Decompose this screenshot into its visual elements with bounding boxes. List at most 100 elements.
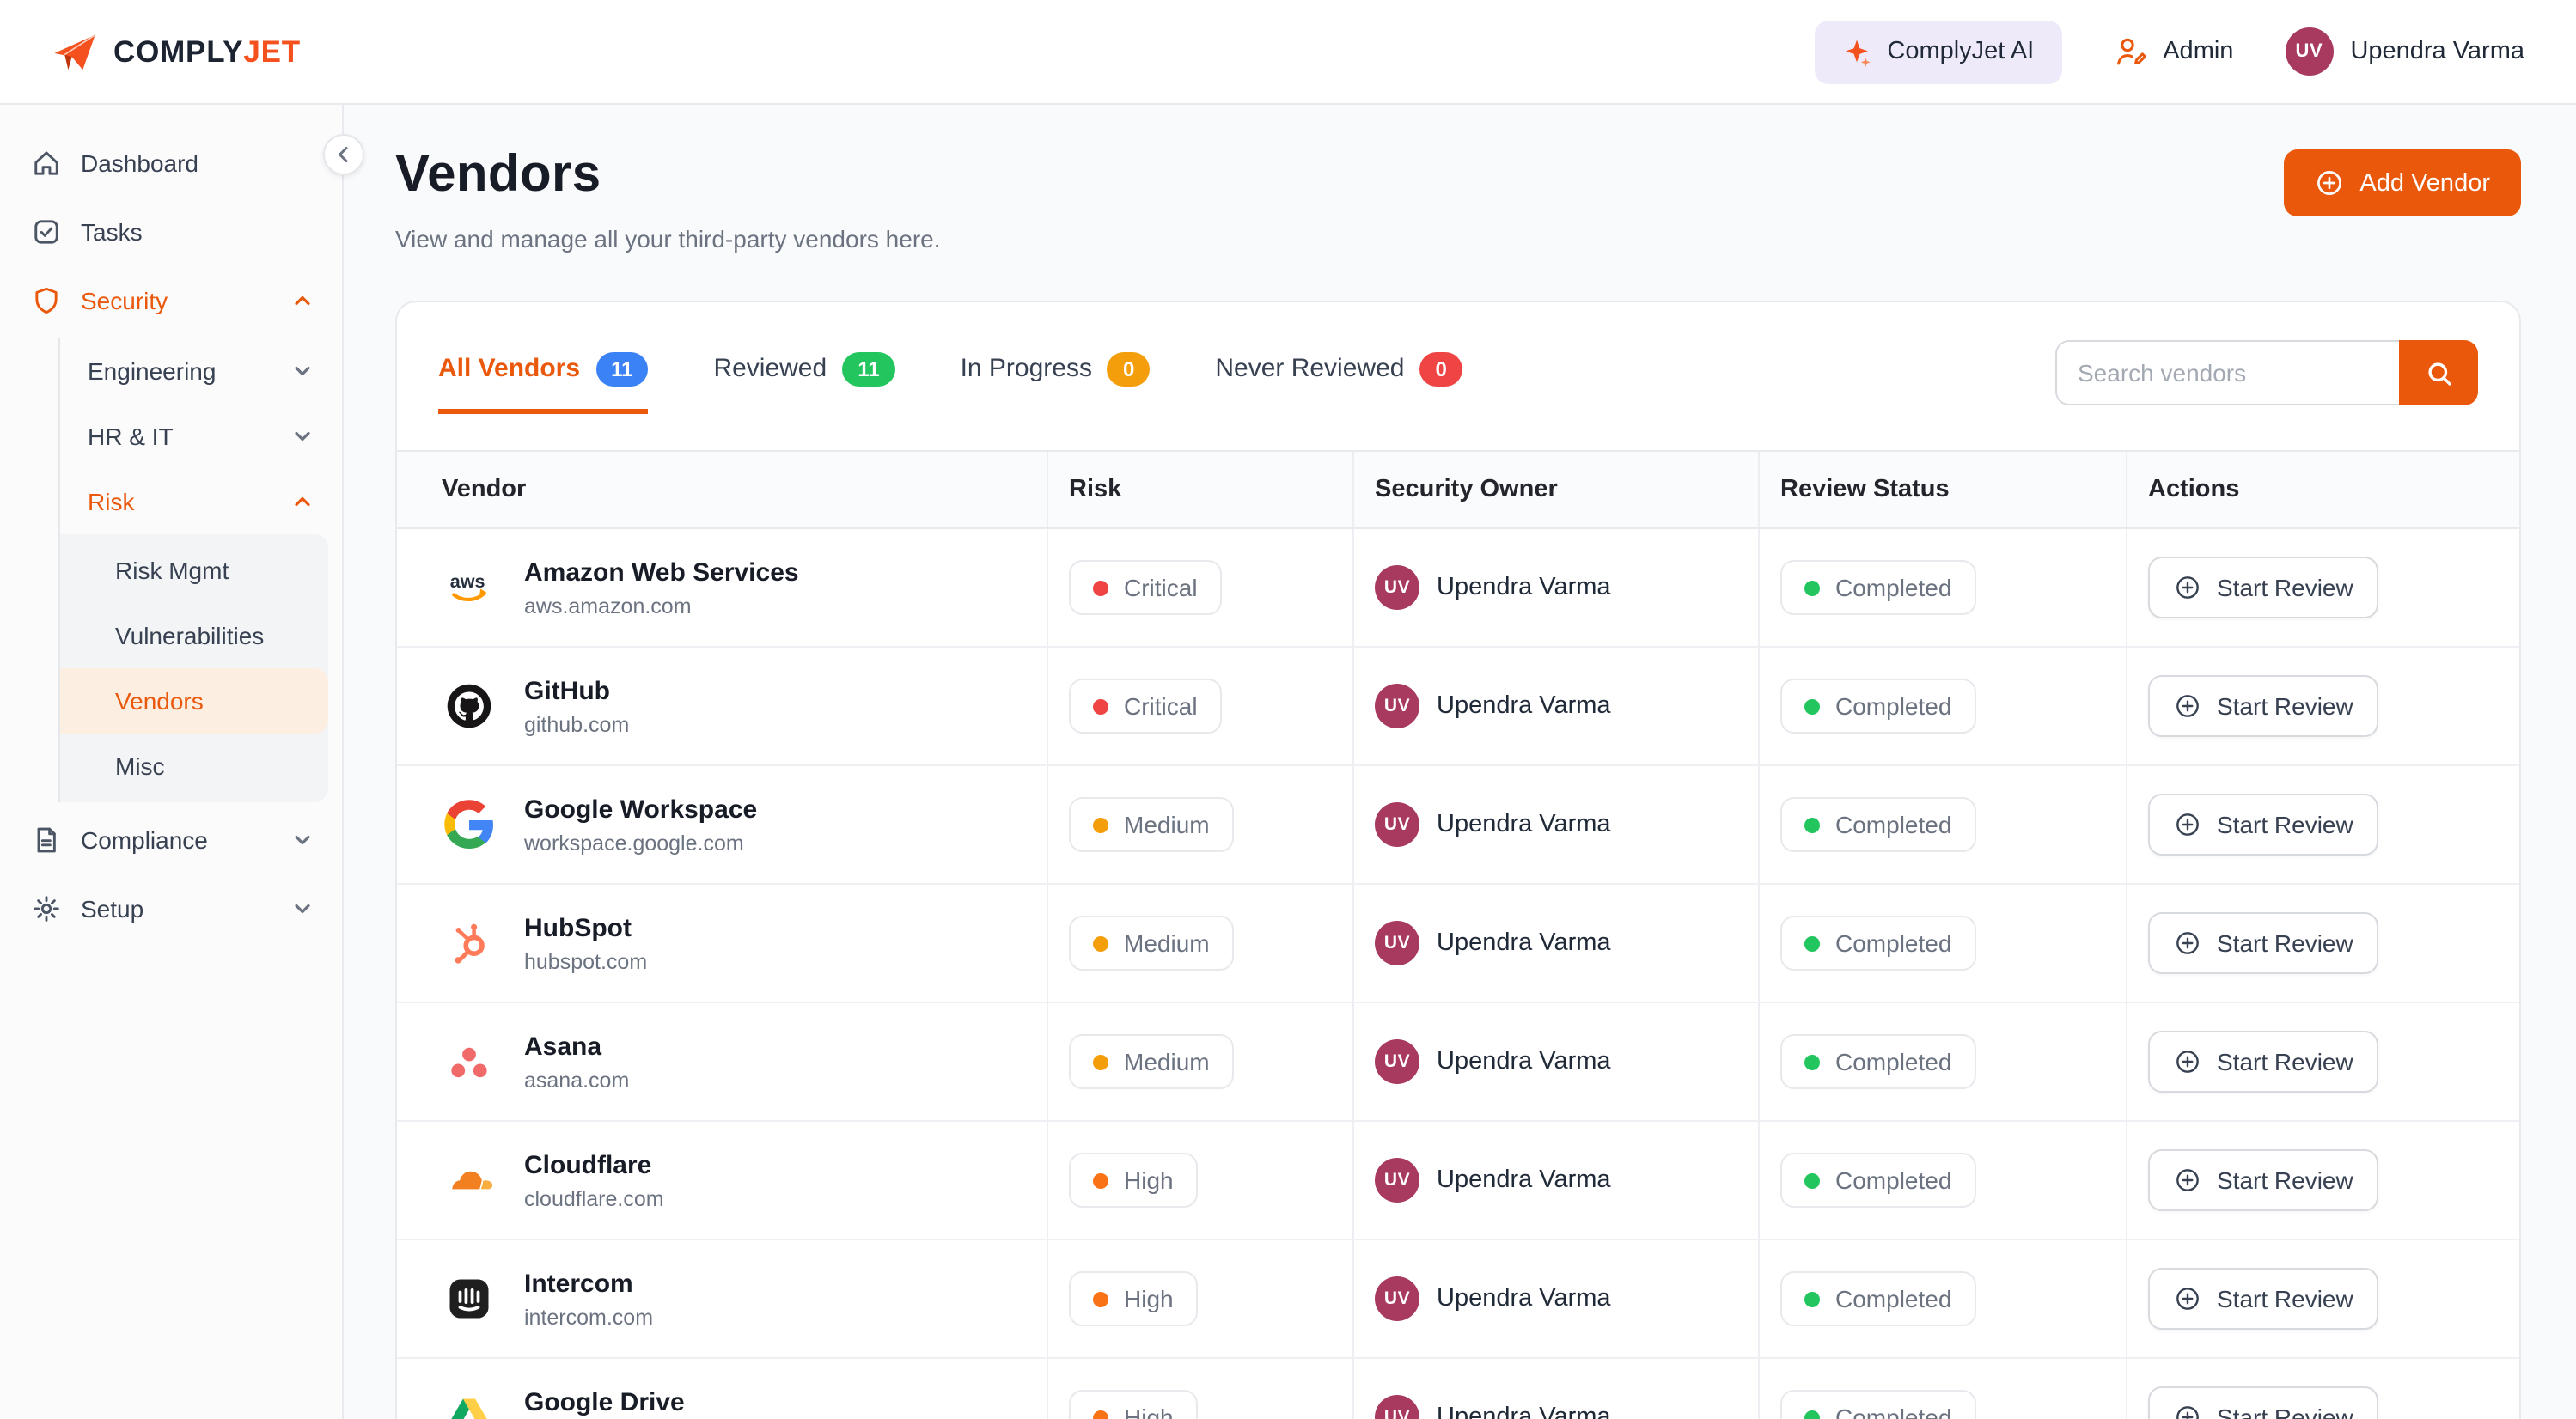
status-dot-icon: [1804, 698, 1820, 714]
sidebar-label: Tasks: [81, 218, 143, 246]
review-status-cell: Completed: [1758, 1359, 2126, 1419]
sidebar-item-tasks[interactable]: Tasks: [17, 198, 328, 266]
tab-all-vendors[interactable]: All Vendors 11: [438, 352, 649, 414]
status-dot-icon: [1804, 1054, 1820, 1069]
user-menu[interactable]: UV Upendra Varma: [2285, 27, 2524, 76]
sidebar-item-setup[interactable]: Setup: [17, 874, 328, 943]
brand-logo[interactable]: COMPLYJET: [52, 28, 301, 75]
tabs: All Vendors 11 Reviewed 11 In Progress 0…: [438, 352, 1462, 414]
status-label: Completed: [1835, 1048, 1952, 1075]
sidebar-item-misc[interactable]: Misc: [60, 734, 328, 799]
risk-dot-icon: [1093, 935, 1108, 951]
table-row: Intercom intercom.com High UV Upendra Varma C…: [397, 1240, 2519, 1359]
vendor-name: Asana: [524, 1032, 602, 1061]
actions-cell: Start Review: [2126, 1359, 2519, 1419]
vendor-cell: Google Workspace workspace.google.com: [397, 766, 1047, 883]
search-icon: [2424, 358, 2453, 387]
cloudflare-logo-icon: [442, 1153, 497, 1208]
badge-check-icon: [31, 216, 62, 247]
sidebar-label: Risk: [88, 488, 135, 515]
risk-dot-icon: [1093, 580, 1108, 595]
security-owner-cell: UV Upendra Varma: [1352, 648, 1758, 764]
review-status-cell: Completed: [1758, 1240, 2126, 1357]
risk-dot-icon: [1093, 1172, 1108, 1188]
vendor-cell: Google Drivedrive.google.com: [397, 1359, 1047, 1419]
risk-badge: High: [1069, 1153, 1198, 1208]
actions-cell: Start Review: [2126, 885, 2519, 1002]
start-review-button[interactable]: Start Review: [2148, 1268, 2379, 1330]
risk-cell: Medium: [1047, 766, 1352, 883]
admin-menu[interactable]: Admin: [2113, 34, 2233, 69]
sidebar-item-compliance[interactable]: Compliance: [17, 806, 328, 874]
risk-badge: High: [1069, 1271, 1198, 1326]
chevron-down-icon: [290, 828, 314, 852]
status-label: Completed: [1835, 811, 1952, 838]
risk-badge: Critical: [1069, 560, 1222, 615]
status-dot-icon: [1804, 817, 1820, 832]
sidebar-item-vendors[interactable]: Vendors: [60, 668, 328, 734]
owner-name: Upendra Varma: [1437, 1166, 1611, 1194]
sidebar-label: Misc: [115, 752, 165, 780]
table-row: Google Workspace workspace.google.com Medi…: [397, 766, 2519, 885]
aws-logo-icon: aws: [442, 560, 497, 615]
status-label: Completed: [1835, 574, 1952, 601]
start-review-button[interactable]: Start Review: [2148, 794, 2379, 856]
start-review-button[interactable]: Start Review: [2148, 1149, 2379, 1211]
risk-badge: Medium: [1069, 916, 1234, 971]
start-review-button[interactable]: Start Review: [2148, 1386, 2379, 1419]
status-label: Completed: [1835, 692, 1952, 720]
sidebar-label: Security: [81, 287, 168, 314]
plus-circle-icon: [2174, 574, 2201, 601]
risk-label: High: [1124, 1404, 1174, 1419]
table-row: GitHub github.com Critical UV Upendra Varma C…: [397, 648, 2519, 766]
start-review-button[interactable]: Start Review: [2148, 675, 2379, 737]
sidebar-item-vulnerabilities[interactable]: Vulnerabilities: [60, 603, 328, 668]
status-label: Completed: [1835, 1285, 1952, 1312]
status-dot-icon: [1804, 1291, 1820, 1306]
start-review-label: Start Review: [2217, 929, 2353, 957]
sidebar-item-security[interactable]: Security: [17, 266, 328, 335]
risk-label: Medium: [1124, 929, 1210, 957]
actions-cell: Start Review: [2126, 1240, 2519, 1357]
complyjet-ai-button[interactable]: ComplyJet AI: [1815, 20, 2062, 83]
tab-never-reviewed[interactable]: Never Reviewed 0: [1215, 352, 1462, 414]
sidebar-collapse-button[interactable]: [323, 134, 364, 175]
search-button[interactable]: [2399, 340, 2478, 405]
security-owner-cell: UV Upendra Varma: [1352, 529, 1758, 646]
plus-circle-icon: [2174, 1404, 2201, 1419]
sidebar-label: Engineering: [88, 357, 217, 385]
start-review-button[interactable]: Start Review: [2148, 912, 2379, 974]
tab-count-badge: 0: [1107, 352, 1151, 387]
tab-in-progress[interactable]: In Progress 0: [961, 352, 1151, 414]
vendor-name: Amazon Web Services: [524, 557, 799, 587]
actions-cell: Start Review: [2126, 1003, 2519, 1120]
tab-reviewed[interactable]: Reviewed 11: [713, 352, 895, 414]
column-header-actions: Actions: [2126, 452, 2519, 527]
status-dot-icon: [1804, 1172, 1820, 1188]
vendor-cell: Asana asana.com: [397, 1003, 1047, 1120]
vendor-domain: cloudflare.com: [524, 1186, 664, 1210]
risk-dot-icon: [1093, 1054, 1108, 1069]
search-input[interactable]: [2055, 340, 2399, 405]
risk-cell: High: [1047, 1240, 1352, 1357]
sidebar-item-risk[interactable]: Risk: [60, 469, 328, 534]
chevron-left-icon: [333, 144, 354, 165]
tab-count-badge: 11: [595, 352, 649, 387]
vendor-domain: intercom.com: [524, 1305, 654, 1329]
sidebar-item-dashboard[interactable]: Dashboard: [17, 129, 328, 198]
vendor-name: Cloudflare: [524, 1150, 652, 1179]
start-review-button[interactable]: Start Review: [2148, 557, 2379, 618]
owner-avatar: UV: [1375, 802, 1419, 847]
home-icon: [31, 148, 62, 179]
shield-icon: [31, 285, 62, 316]
sidebar-item-hr-it[interactable]: HR & IT: [60, 404, 328, 469]
start-review-button[interactable]: Start Review: [2148, 1031, 2379, 1093]
add-vendor-button[interactable]: Add Vendor: [2284, 149, 2521, 216]
review-status-badge: Completed: [1780, 1153, 1976, 1208]
sidebar-item-risk-mgmt[interactable]: Risk Mgmt: [60, 538, 328, 603]
actions-cell: Start Review: [2126, 648, 2519, 764]
sidebar-item-engineering[interactable]: Engineering: [60, 338, 328, 404]
column-header-security-owner: Security Owner: [1352, 452, 1758, 527]
column-header-risk: Risk: [1047, 452, 1352, 527]
vendor-name: Google Workspace: [524, 795, 758, 824]
